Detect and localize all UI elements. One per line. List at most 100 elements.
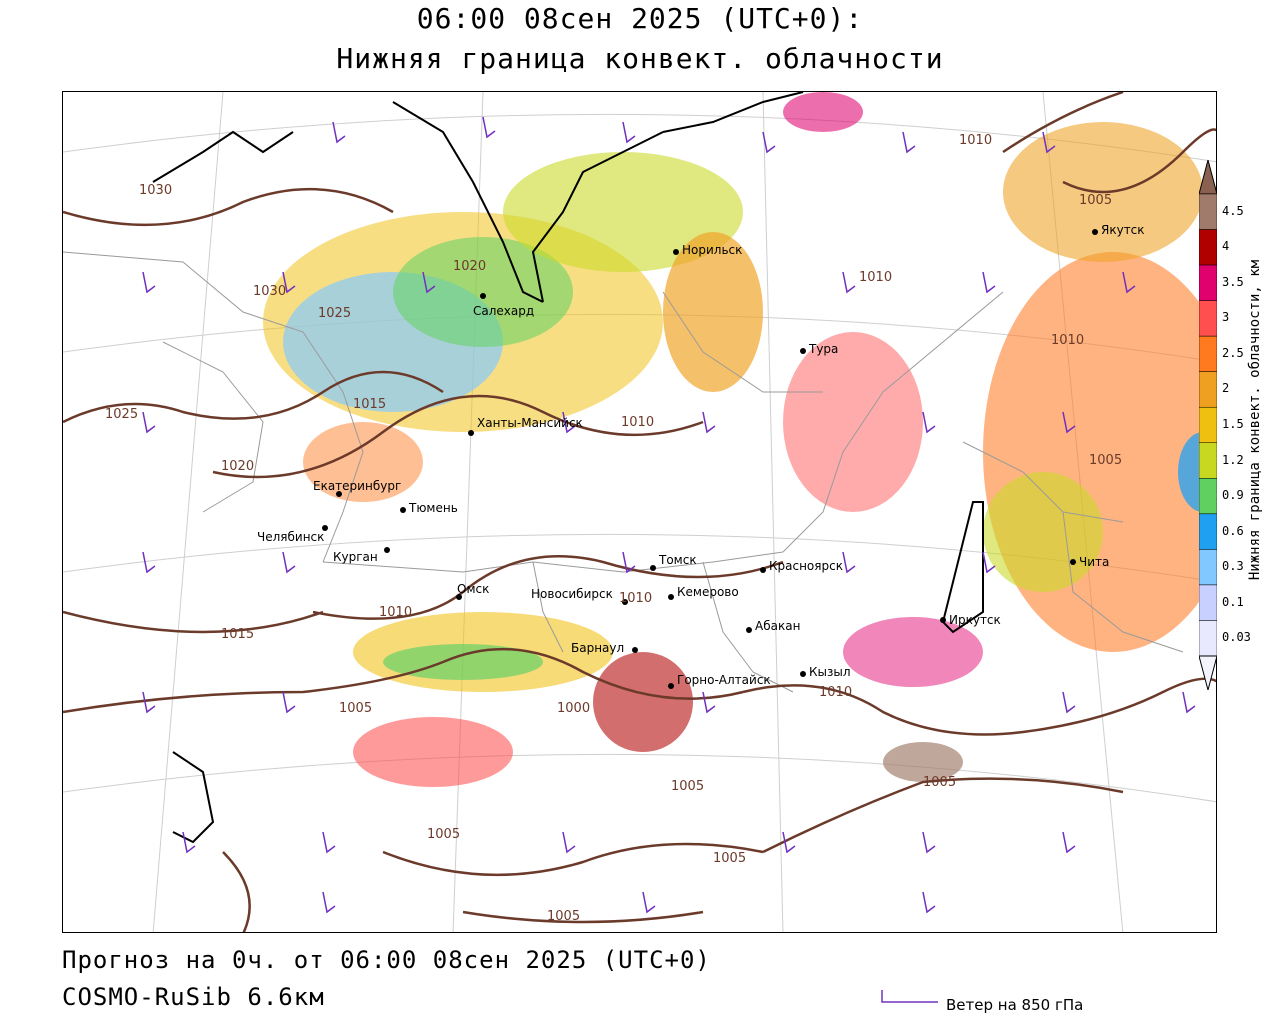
colorbar-swatch	[1199, 620, 1217, 657]
colorbar-swatch	[1199, 406, 1217, 444]
city-salekhard: Салехард	[473, 293, 534, 318]
city-gorno-altaysk: Горно-Алтайск	[668, 673, 771, 689]
forecast-map[interactable]: Норильск Салехард Тура Якутск Ханты-Манс…	[62, 91, 1217, 933]
wind-barbs	[142, 116, 1196, 914]
city-label: Красноярск	[769, 559, 843, 573]
colorbar-bottom-arrow	[1199, 655, 1217, 690]
isobar-label: 1000	[557, 701, 590, 716]
isobar-label: 1020	[453, 259, 486, 274]
isobar-lines	[63, 92, 1216, 932]
isobar-label: 1005	[547, 909, 580, 924]
city-tomsk: Томск	[650, 553, 697, 571]
isobar-label: 1005	[671, 779, 704, 794]
colorbar-swatch	[1199, 264, 1217, 301]
city-label: Барнаул	[571, 641, 624, 655]
isobar-label: 1010	[959, 133, 992, 148]
colorbar-title: Нижняя граница конвект. облачности, км	[1247, 259, 1263, 581]
isobar-label: 1030	[253, 284, 286, 299]
map-title-time: 06:00 08сен 2025 (UTC+0):	[416, 2, 864, 35]
colorbar-top-arrow	[1199, 160, 1217, 195]
colorbar-tick-label: 1.5	[1222, 417, 1244, 431]
isobar-label: 1015	[353, 397, 386, 412]
city-norilsk: Норильск	[673, 243, 742, 257]
city-label: Салехард	[473, 304, 534, 318]
city-kemerovo: Кемерово	[668, 585, 739, 600]
city-label: Якутск	[1101, 223, 1145, 237]
city-omsk: Омск	[456, 582, 489, 600]
city-label: Чита	[1079, 555, 1109, 569]
colorbar-tick-label: 3	[1222, 310, 1230, 325]
city-krasnoyarsk: Красноярск	[760, 559, 843, 573]
wind-legend-label: Ветер на 850 гПа	[946, 996, 1084, 1014]
city-tyumen: Тюмень	[400, 501, 458, 515]
isobar-label: 1005	[1089, 453, 1122, 468]
city-yakutsk: Якутск	[1092, 223, 1145, 237]
colorbar-tick-label: 4	[1222, 239, 1230, 254]
colorbar-tick-label: 0.1	[1222, 594, 1244, 609]
city-kyzyl: Кызыл	[800, 665, 851, 679]
city-label: Курган	[333, 550, 378, 564]
city-label: Иркутск	[949, 613, 1001, 627]
colorbar-swatch	[1199, 229, 1217, 266]
colorbar-tick-label: 2	[1222, 381, 1230, 396]
colorbar-swatch	[1199, 549, 1217, 586]
isobar-label: 1020	[221, 459, 254, 474]
city-label: Томск	[658, 553, 697, 567]
colorbar-swatch	[1199, 584, 1217, 621]
map-title-parameter: Нижняя граница конвект. облачности	[336, 42, 944, 75]
isobar-label: 1005	[339, 701, 372, 716]
colorbar-swatch	[1199, 335, 1217, 372]
model-name: COSMO-RuSib 6.6км	[62, 983, 325, 1011]
city-label: Кызыл	[809, 665, 851, 679]
city-kurgan: Курган	[333, 547, 390, 564]
colorbar-tick-label: 0.9	[1222, 488, 1244, 503]
isobar-label: 1015	[221, 627, 254, 642]
colorbar-swatch	[1199, 513, 1217, 550]
city-label: Тюмень	[408, 501, 458, 515]
colorbar-tick-label: 0.03	[1222, 630, 1251, 645]
isobar-label: 1010	[619, 591, 652, 606]
city-irkutsk: Иркутск	[940, 613, 1001, 627]
city-khanty-mansiysk: Ханты-Мансийск	[468, 416, 583, 436]
colorbar-swatch	[1199, 478, 1217, 515]
city-label: Норильск	[682, 243, 742, 257]
colorbar-tick-label: 4.5	[1222, 203, 1244, 218]
colorbar-tick-label: 0.3	[1222, 559, 1244, 574]
isobar-label: 1005	[1079, 193, 1112, 208]
city-tura: Тура	[800, 342, 838, 356]
city-label: Омск	[457, 582, 489, 596]
city-novosibirsk: Новосибирск	[531, 587, 628, 605]
isobar-label: 1025	[318, 306, 351, 321]
isobar-label: 1005	[713, 851, 746, 866]
colorbar-swatch	[1199, 300, 1217, 337]
region-borders	[63, 251, 1184, 693]
city-label: Кемерово	[677, 585, 739, 599]
isobar-label: 1005	[923, 775, 956, 790]
colorbar-tick-label: 1.2	[1222, 452, 1244, 467]
isobar-label: 1010	[379, 605, 412, 620]
isobar-label: 1025	[105, 407, 138, 422]
city-label: Тура	[808, 342, 838, 356]
city-chelyabinsk: Челябинск	[257, 525, 328, 544]
isobar-label: 1005	[427, 827, 460, 842]
city-label: Абакан	[755, 619, 800, 633]
city-markers: Норильск Салехард Тура Якутск Ханты-Манс…	[257, 223, 1145, 689]
colorbar-tick-label: 0.6	[1222, 523, 1244, 538]
city-barnaul: Барнаул	[571, 641, 638, 655]
city-label: Горно-Алтайск	[677, 673, 771, 687]
isobar-label: 1010	[621, 415, 654, 430]
map-canvas: Норильск Салехард Тура Якутск Ханты-Манс…	[63, 92, 1216, 932]
city-label: Екатеринбург	[313, 479, 401, 493]
colorbar	[1199, 160, 1217, 690]
city-chita: Чита	[1070, 555, 1109, 569]
isobar-labels: 1030 1030 1025 1025 1020 1020 1015 1015 …	[105, 133, 1122, 924]
colorbar-tick-label: 2.5	[1222, 345, 1244, 360]
isobar-label: 1030	[139, 183, 172, 198]
city-yekaterinburg: Екатеринбург	[313, 479, 401, 497]
isobar-label: 1010	[1051, 333, 1084, 348]
wind-barb-legend-icon	[881, 990, 938, 1003]
city-abakan: Абакан	[746, 619, 800, 633]
isobar-label: 1010	[859, 270, 892, 285]
colorbar-swatch	[1199, 371, 1217, 408]
colorbar-tick-label: 3.5	[1222, 274, 1244, 289]
